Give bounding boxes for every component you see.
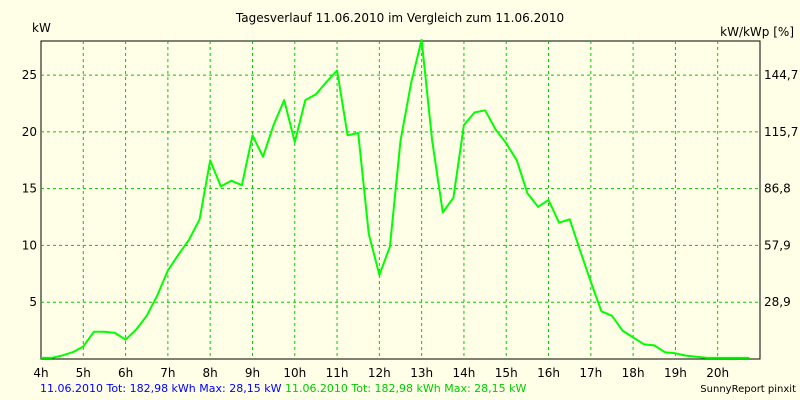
plot-area	[40, 40, 761, 360]
x-tick-label: 19h	[664, 366, 687, 380]
chart-title: Tagesverlauf 11.06.2010 im Vergleich zum…	[235, 11, 564, 25]
x-tick-label: 12h	[368, 366, 391, 380]
footer-summary: 11.06.2010 Tot: 182,98 kWh Max: 28,15 kW…	[40, 382, 526, 395]
y-tick-label-right: 57,9	[764, 238, 791, 252]
series-line	[41, 38, 750, 359]
x-tick-label: 11h	[326, 366, 349, 380]
x-tick-label: 16h	[537, 366, 560, 380]
x-tick-label: 13h	[410, 366, 433, 380]
x-tick-label: 18h	[622, 366, 645, 380]
y-axis-label-right: kW/kWp [%]	[720, 25, 794, 39]
x-tick-label: 7h	[160, 366, 175, 380]
x-tick-label: 15h	[495, 366, 518, 380]
x-tick-label: 10h	[283, 366, 306, 380]
x-tick-label: 9h	[245, 366, 260, 380]
x-tick-label: 8h	[203, 366, 218, 380]
y-tick-label-left: 25	[22, 68, 37, 82]
y-tick-label-left: 15	[22, 182, 37, 196]
series-layer	[41, 38, 750, 359]
x-tick-label: 4h	[33, 366, 48, 380]
y-tick-label-right: 86,8	[764, 182, 791, 196]
x-tick-label: 14h	[453, 366, 476, 380]
brand-label: SunnyReport pinxit	[700, 384, 796, 395]
y-tick-label-right: 144,7	[764, 68, 798, 82]
y-tick-label-left: 20	[22, 125, 37, 139]
y-tick-label-right: 115,7	[764, 125, 798, 139]
y-tick-label-left: 10	[22, 238, 37, 252]
footer-series-green: 11.06.2010 Tot: 182,98 kWh Max: 28,15 kW	[281, 382, 527, 395]
y-tick-label-left: 5	[29, 295, 37, 309]
axis-ticks: 4h 5h 6h 7h 8h 9h 10h 11h 12h 13h 14h 15h 16h 17h 18h 1…	[22, 68, 799, 380]
grid	[41, 41, 760, 359]
x-tick-label: 17h	[579, 366, 602, 380]
x-tick-label: 6h	[118, 366, 133, 380]
x-tick-label: 20h	[706, 366, 729, 380]
y-axis-label-left: kW	[32, 21, 51, 35]
footer-series-blue: 11.06.2010 Tot: 182,98 kWh Max: 28,15 kW	[40, 382, 282, 395]
x-tick-label: 5h	[76, 366, 91, 380]
y-tick-label-right: 28,9	[764, 295, 791, 309]
